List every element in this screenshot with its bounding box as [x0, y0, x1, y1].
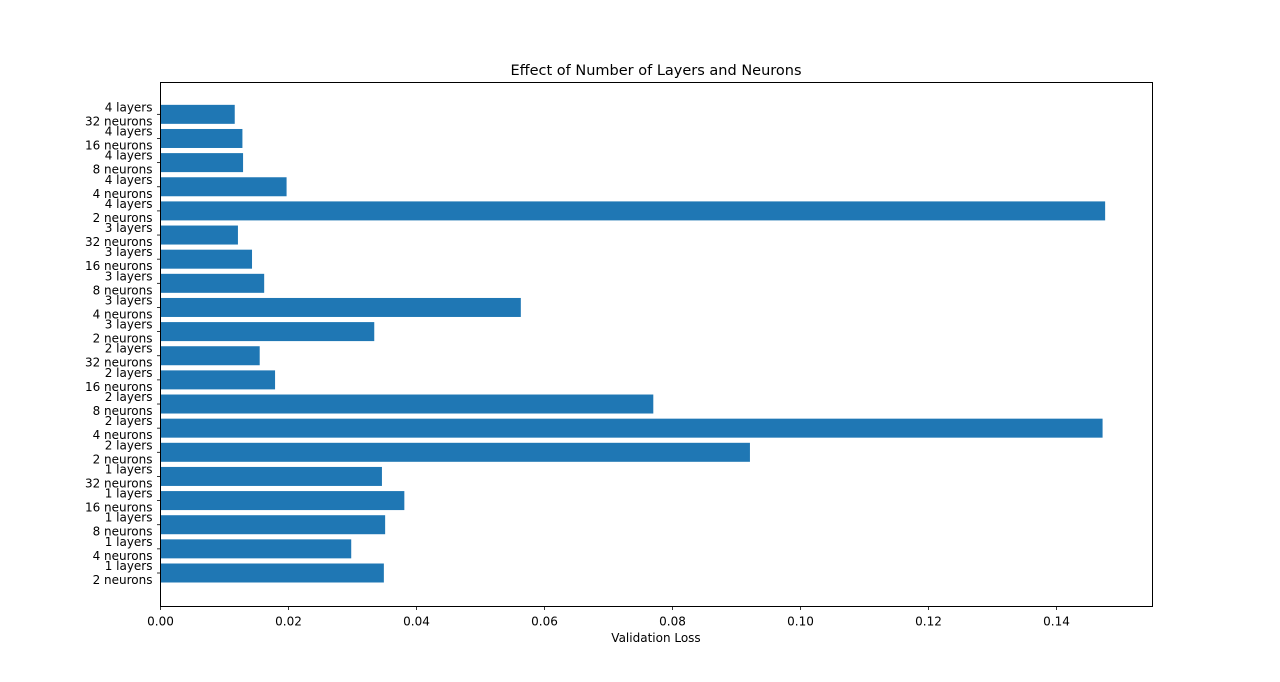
x-tick-label: 0.00: [147, 615, 174, 629]
y-tick-label: 4 layers 16 neurons: [85, 124, 153, 152]
plot-frame: [160, 82, 1153, 607]
bar: [160, 394, 654, 414]
bar: [160, 539, 352, 559]
y-tick-label: 2 layers 32 neurons: [85, 342, 153, 370]
bar: [160, 322, 375, 342]
y-tick-label: 4 layers 2 neurons: [93, 197, 153, 225]
bar: [160, 491, 405, 511]
x-tick-label: 0.14: [1043, 615, 1070, 629]
x-tick-label: 0.08: [659, 615, 686, 629]
x-tick-label: 0.02: [275, 615, 302, 629]
bar: [160, 104, 235, 124]
chart-title: Effect of Number of Layers and Neurons: [510, 63, 801, 79]
bar: [160, 297, 521, 317]
bar: [160, 177, 287, 197]
y-tick-label: 1 layers 32 neurons: [85, 462, 153, 490]
y-tick-label: 4 layers 32 neurons: [85, 100, 153, 128]
y-tick-label: 1 layers 4 neurons: [93, 535, 153, 563]
x-axis-label: Validation Loss: [611, 631, 700, 645]
y-tick-label: 4 layers 8 neurons: [93, 149, 153, 177]
bar: [160, 442, 750, 462]
y-tick-label: 2 layers 8 neurons: [93, 390, 153, 418]
bar: [160, 128, 243, 148]
bar: [160, 418, 1103, 438]
y-tick-label: 2 layers 4 neurons: [93, 414, 153, 442]
y-tick-label: 1 layers 2 neurons: [93, 559, 153, 587]
y-tick-label: 3 layers 8 neurons: [93, 269, 153, 297]
x-tick-label: 0.12: [915, 615, 942, 629]
x-tick-label: 0.06: [531, 615, 558, 629]
bar: [160, 515, 386, 535]
bar: [160, 273, 265, 293]
x-tick-label: 0.10: [787, 615, 814, 629]
bar: [160, 249, 253, 269]
y-tick-label: 2 layers 2 neurons: [93, 438, 153, 466]
y-tick-label: 2 layers 16 neurons: [85, 366, 153, 394]
x-axis-ticks: 0.00 0.02 0.04 0.06 0.08 0.10 0.12 0.14: [147, 606, 1070, 629]
bar: [160, 153, 244, 173]
bar: [160, 370, 276, 390]
x-tick-label: 0.04: [403, 615, 430, 629]
bar: [160, 201, 1106, 221]
bar: [160, 346, 260, 366]
bars-group: [160, 104, 1106, 583]
y-tick-label: 3 layers 2 neurons: [93, 318, 153, 346]
y-tick-label: 1 layers 8 neurons: [93, 511, 153, 539]
bar: [160, 466, 382, 486]
y-tick-label: 3 layers 32 neurons: [85, 221, 153, 249]
y-tick-label: 1 layers 16 neurons: [85, 487, 153, 515]
bar: [160, 563, 384, 583]
y-tick-label: 4 layers 4 neurons: [93, 173, 153, 201]
y-tick-label: 3 layers 4 neurons: [93, 293, 153, 321]
y-tick-label: 3 layers 16 neurons: [85, 245, 153, 273]
bar: [160, 225, 238, 245]
